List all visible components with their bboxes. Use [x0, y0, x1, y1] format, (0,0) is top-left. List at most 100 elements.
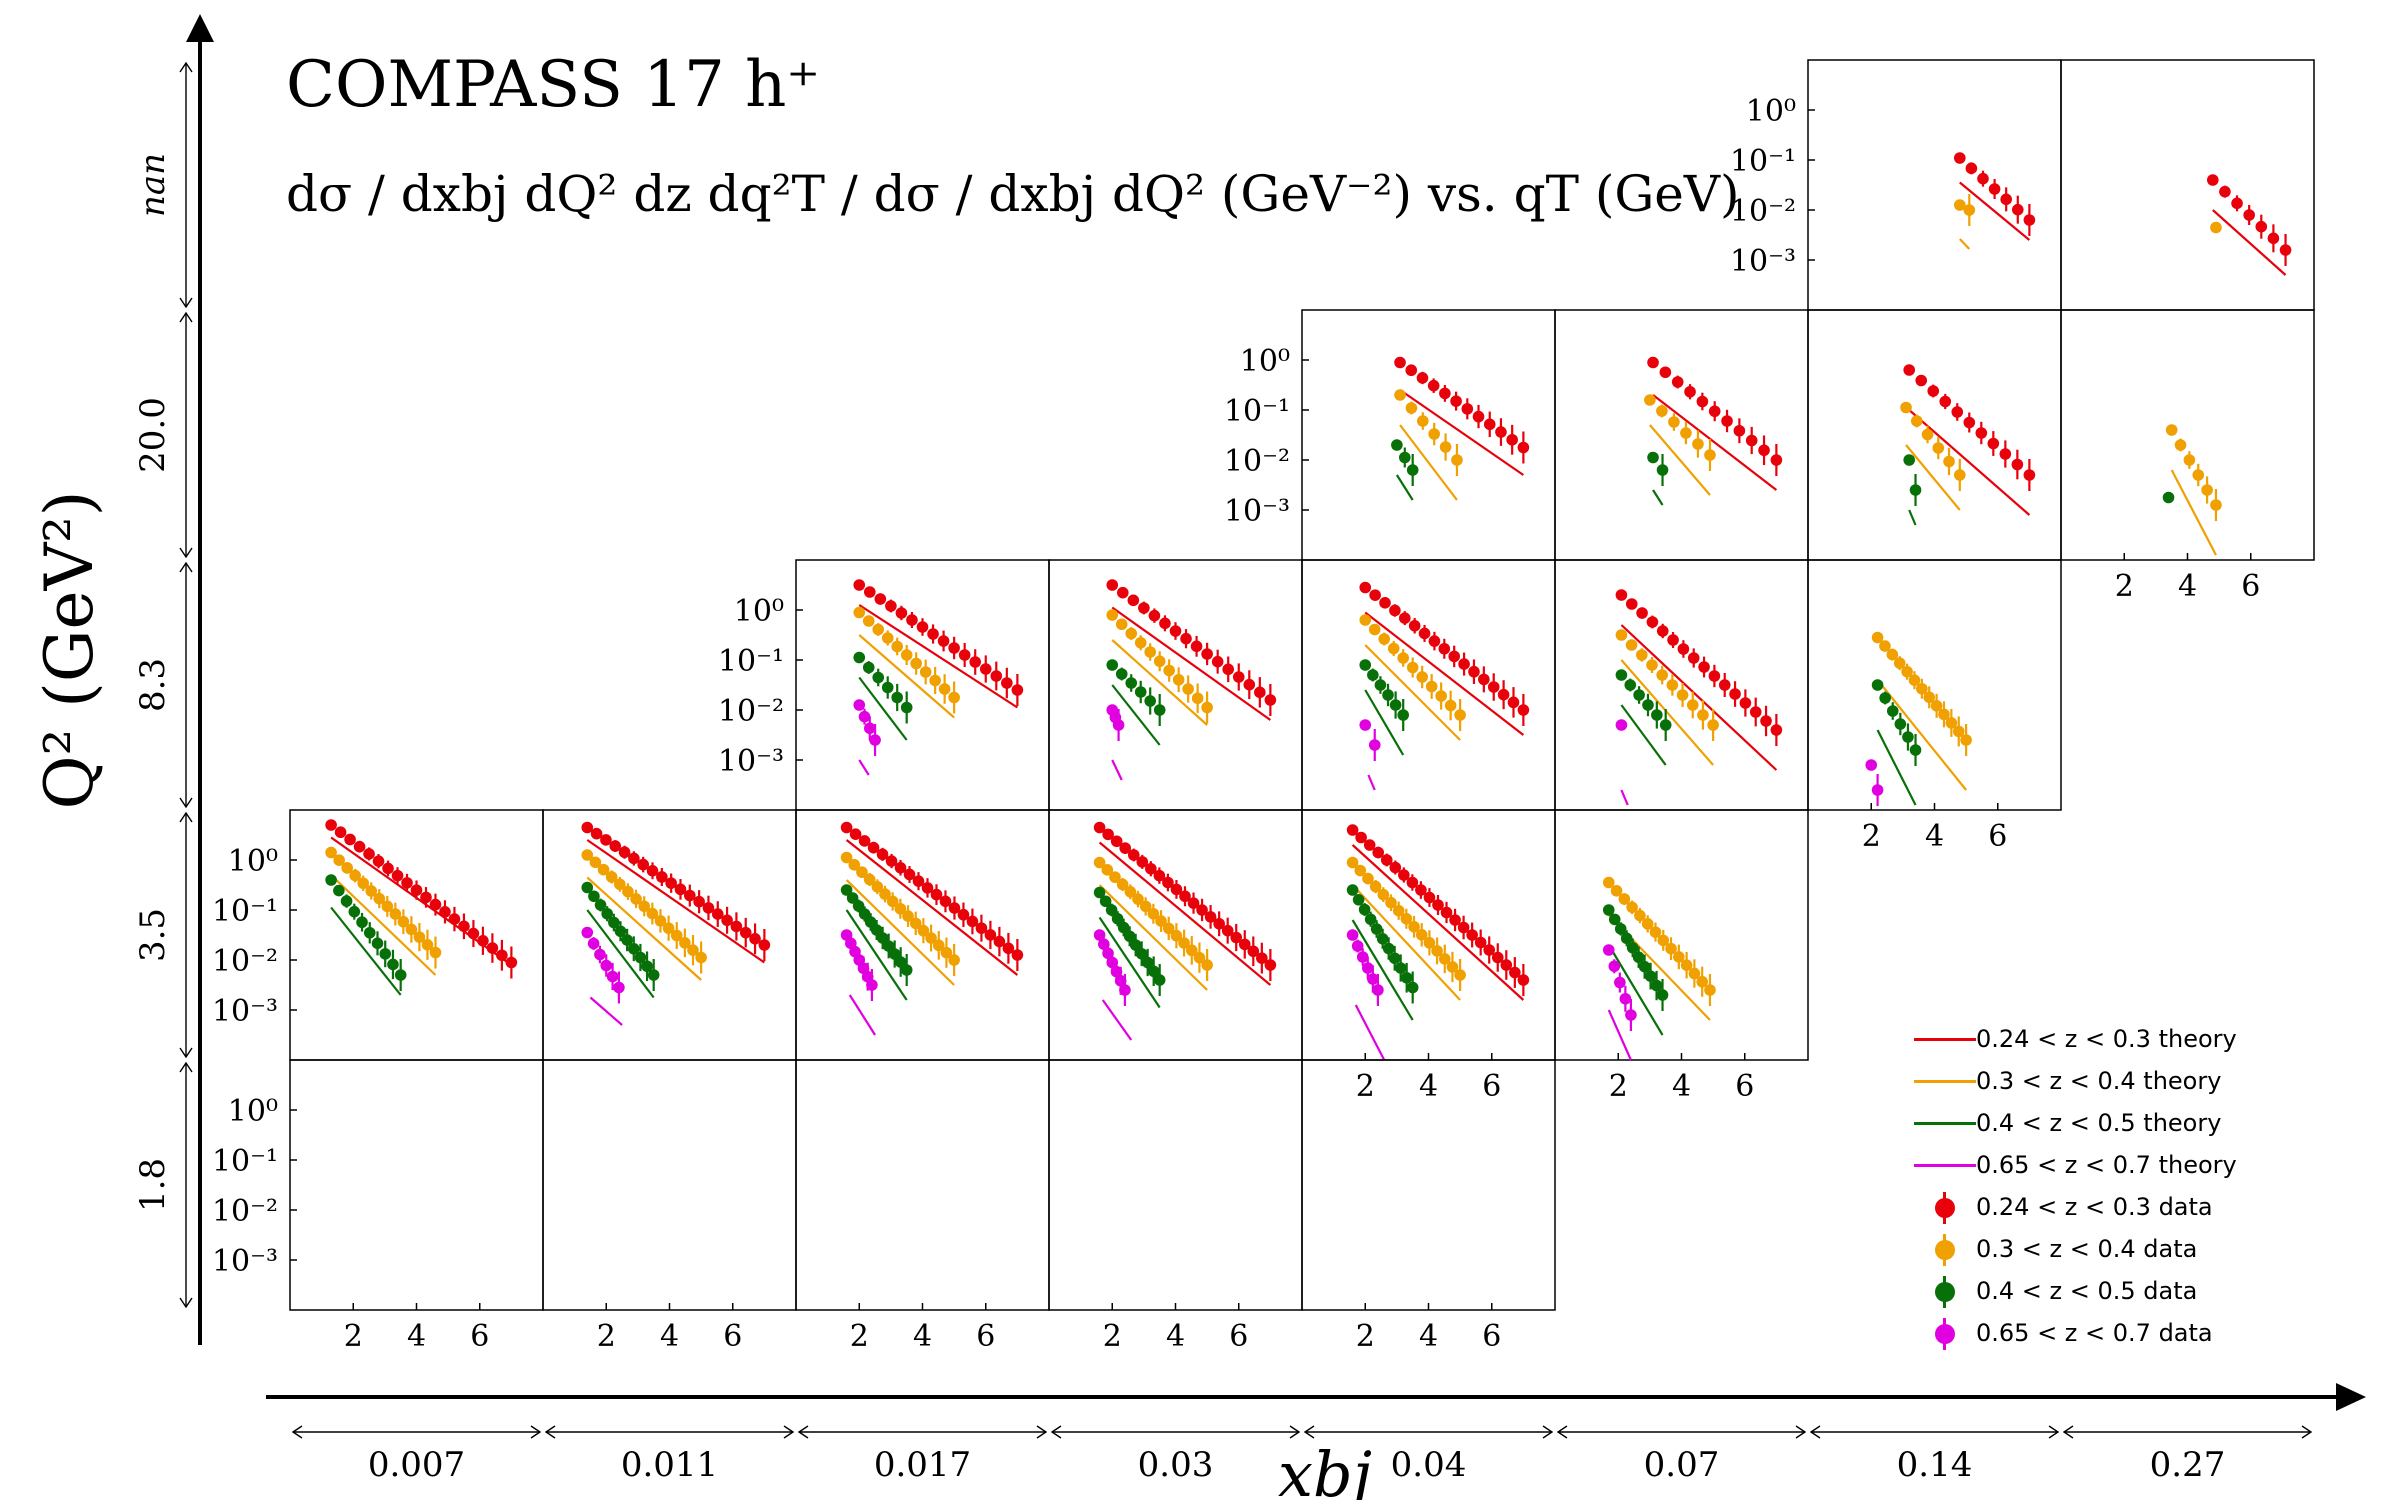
legend: 0.24 < z < 0.3 theory 0.3 < z < 0.4 theor…: [1912, 1018, 2382, 1354]
data-point: [1099, 895, 1112, 908]
data-point: [1346, 884, 1359, 896]
data-point: [866, 979, 878, 991]
data-point: [1115, 668, 1128, 680]
data-point: [902, 910, 914, 922]
theory-curve: [1905, 444, 1961, 511]
data-point: [1708, 405, 1721, 418]
data-point: [1865, 759, 1878, 771]
data-point: [888, 948, 901, 960]
data-point: [702, 902, 715, 914]
data-point: [1119, 842, 1132, 854]
panel-frame: [289, 1059, 544, 1311]
x-bin-bracket-head: [1036, 1425, 1048, 1439]
data-point: [1230, 931, 1243, 944]
data-point: [1359, 614, 1372, 626]
x-tick-label: 4: [1925, 819, 1944, 854]
data-point: [1438, 953, 1451, 965]
data-point: [662, 922, 675, 935]
data-point: [1921, 428, 1934, 441]
data-point: [1400, 971, 1413, 984]
x-tick-label: 2: [2115, 569, 2134, 604]
data-point: [587, 937, 600, 950]
data-point: [1388, 952, 1401, 965]
data-point: [1135, 947, 1148, 960]
data-point: [1408, 619, 1421, 632]
data-point: [1939, 395, 1952, 408]
data-point: [1359, 659, 1372, 671]
x-bin-label: 0.14: [1897, 1445, 1973, 1485]
data-point: [1638, 960, 1651, 973]
data-point: [1193, 951, 1206, 964]
panel: 2 4 6: [795, 1059, 1050, 1354]
y-tick-label: 10⁻³: [718, 744, 784, 779]
data-point: [1093, 821, 1106, 834]
data-point: [1101, 864, 1114, 876]
data-point: [739, 926, 752, 939]
data-point: [1169, 625, 1182, 637]
data-point: [1954, 199, 1966, 211]
data-point: [917, 924, 930, 937]
x-tick-label: 2: [597, 1319, 616, 1354]
data-point: [1932, 442, 1945, 454]
x-tick-label: 2: [1103, 1319, 1122, 1354]
data-point: [1659, 719, 1672, 731]
data-point: [853, 651, 866, 664]
data-point: [2162, 491, 2175, 504]
data-point: [1454, 709, 1466, 721]
y-bin-bracket-head: [179, 1061, 193, 1073]
data-point: [1102, 947, 1114, 960]
data-point: [2011, 458, 2024, 471]
data-point: [853, 699, 866, 711]
data-point: [1680, 959, 1693, 971]
data-point: [1641, 918, 1654, 930]
data-point: [618, 846, 631, 859]
data-point: [1677, 643, 1690, 655]
panel: [1554, 559, 1809, 811]
data-point: [381, 900, 394, 913]
data-point: [1378, 633, 1391, 645]
data-point: [1346, 929, 1359, 941]
data-point: [894, 956, 907, 968]
data-point: [1204, 911, 1217, 923]
data-point: [1625, 1009, 1637, 1021]
x-bin-label: 0.03: [1138, 1445, 1214, 1485]
x-bin-label: 0.017: [874, 1445, 971, 1485]
data-point: [1635, 649, 1648, 661]
data-point: [1439, 441, 1452, 453]
data-point: [647, 969, 660, 981]
theory-curve: [1876, 729, 1917, 806]
data-point: [634, 951, 647, 964]
y-bin-bracket-head: [179, 1297, 193, 1309]
data-point: [363, 848, 375, 860]
data-point: [966, 915, 979, 928]
y-tick-label: 10⁰: [228, 1094, 278, 1129]
data-point: [730, 920, 743, 933]
data-point: [1180, 632, 1192, 645]
data-point: [397, 915, 410, 928]
data-point: [1134, 636, 1147, 649]
data-point: [1136, 856, 1149, 868]
data-point: [1155, 915, 1167, 927]
theory-curve: [1111, 759, 1123, 781]
data-point: [1254, 686, 1266, 699]
legend-marker-swatch: [1912, 1312, 1976, 1354]
data-point: [597, 863, 610, 876]
data-point: [1170, 929, 1183, 942]
data-point: [1179, 890, 1191, 903]
data-point: [1696, 975, 1708, 988]
legend-label: 0.24 < z < 0.3 data: [1976, 1193, 2213, 1221]
data-point: [1739, 697, 1752, 709]
data-point: [1704, 984, 1716, 996]
data-point: [333, 854, 345, 866]
data-point: [325, 846, 337, 859]
data-point: [1634, 909, 1646, 922]
data-point: [864, 916, 877, 928]
data-point: [840, 851, 853, 864]
data-point: [601, 907, 613, 920]
legend-entry: 0.65 < z < 0.7 data: [1912, 1312, 2382, 1354]
data-point: [1144, 646, 1156, 658]
x-bin-bracket-head: [544, 1425, 556, 1439]
y-bin-bracket-head: [179, 561, 193, 573]
data-point: [1923, 691, 1936, 704]
data-point: [674, 883, 687, 896]
